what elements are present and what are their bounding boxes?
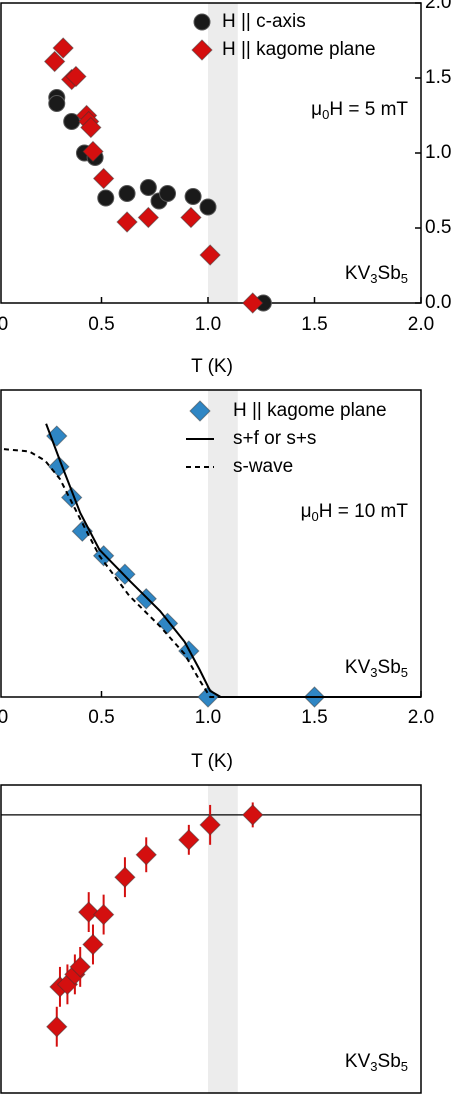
point <box>92 167 115 190</box>
y-tick-label: 1.0 <box>425 142 451 163</box>
point <box>242 292 264 314</box>
x-tick-label: 1.5 <box>301 707 327 728</box>
legend-swatch <box>191 39 213 61</box>
sample-part: Sb <box>378 1051 401 1072</box>
x-axis-label: T (K) <box>191 356 233 377</box>
x-tick-label: 0.0 <box>0 314 8 335</box>
point <box>199 814 221 836</box>
x-axis-label: T (K) <box>191 751 233 772</box>
point <box>139 179 157 196</box>
point <box>114 563 136 585</box>
sample-part: KV <box>345 657 371 678</box>
x-tick-label: 2.0 <box>408 707 434 728</box>
sample-part: 5 <box>401 271 408 286</box>
shaded-region <box>208 390 238 697</box>
point <box>65 65 87 88</box>
point <box>92 903 115 926</box>
point <box>178 829 200 851</box>
point <box>43 50 66 73</box>
x-tick-label: 0.5 <box>88 707 114 728</box>
fit-line <box>45 423 421 698</box>
point <box>159 185 177 202</box>
x-tick-label: 0.0 <box>0 707 8 728</box>
point <box>135 588 157 610</box>
x-tick-label: 0.5 <box>88 314 114 335</box>
field-annotation: μ0H = 5 mT <box>311 99 408 122</box>
x-tick-label: 2.0 <box>408 314 434 335</box>
y-tick-label: 2.0 <box>425 0 451 13</box>
point <box>82 140 104 163</box>
sample-label: KV3Sb5 <box>345 1051 408 1074</box>
point <box>116 211 138 233</box>
legend-label: s+f or s+s <box>233 428 316 449</box>
point <box>52 37 74 59</box>
fit-line <box>0 447 421 698</box>
annotation-part: μ <box>311 99 322 120</box>
sample-part: Sb <box>378 263 401 284</box>
legend-swatch <box>193 13 211 31</box>
sample-part: KV <box>345 1051 371 1072</box>
x-tick-label: 1.0 <box>195 707 221 728</box>
legend-label: H || kagome plane <box>222 39 376 60</box>
point <box>69 956 91 978</box>
sample-part: 3 <box>370 665 377 680</box>
sample-part: 3 <box>370 1059 377 1074</box>
sample-part: KV <box>345 263 371 284</box>
point <box>82 933 104 956</box>
point <box>135 844 157 866</box>
point <box>92 545 115 567</box>
sample-part: 3 <box>370 271 377 286</box>
point <box>199 198 217 216</box>
legend-label: H || c-axis <box>222 11 306 32</box>
point <box>80 116 102 139</box>
annotation-part: H = 10 mT <box>319 501 409 522</box>
point <box>199 244 221 266</box>
point <box>242 804 264 826</box>
field-annotation: μ0H = 10 mT <box>301 501 409 524</box>
point <box>156 612 179 635</box>
plot-frame <box>0 784 422 1094</box>
shaded-region <box>208 785 238 1093</box>
point <box>118 185 136 202</box>
point <box>137 206 160 229</box>
annotation-part: H = 5 mT <box>329 99 408 120</box>
point <box>78 901 100 923</box>
x-tick-label: 1.5 <box>301 314 327 335</box>
sample-label: KV3Sb5 <box>345 263 408 286</box>
point <box>48 95 66 112</box>
point <box>180 206 202 229</box>
annotation-part: 0 <box>312 509 319 524</box>
y-tick-label: 0.5 <box>425 217 451 238</box>
annotation-part: μ <box>301 501 312 522</box>
legend-label: s-wave <box>233 456 293 477</box>
legend-label: H || kagome plane <box>233 400 387 421</box>
y-tick-label: 0.0 <box>425 292 451 313</box>
point <box>184 188 202 205</box>
x-tick-label: 1.0 <box>195 314 221 335</box>
legend-swatch <box>189 400 211 422</box>
y-tick-label: 1.5 <box>425 67 451 88</box>
sample-label: KV3Sb5 <box>345 657 408 680</box>
point <box>97 189 115 207</box>
point <box>46 1016 68 1038</box>
sample-part: Sb <box>378 657 401 678</box>
annotation-part: 0 <box>322 107 329 122</box>
sample-part: 5 <box>401 665 408 680</box>
sample-part: 5 <box>401 1059 408 1074</box>
point <box>114 866 136 888</box>
